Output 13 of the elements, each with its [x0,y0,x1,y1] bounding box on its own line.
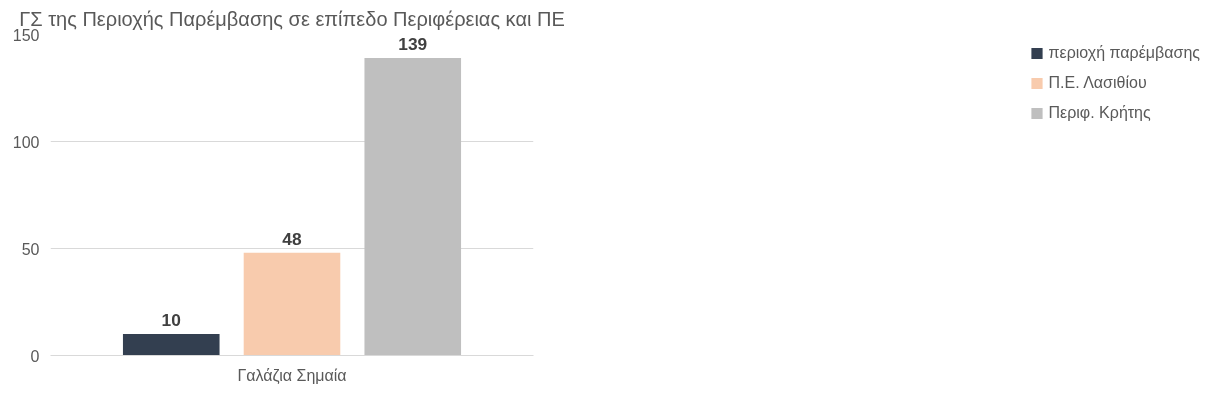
data-label: 139 [398,34,428,55]
y-tick-label: 50 [21,240,40,258]
legend-label: Π.Ε. Λασιθίου [1048,74,1147,92]
legend-label: περιοχή παρέμβασης [1048,44,1200,62]
data-label: 10 [161,310,181,331]
y-tick-label: 100 [12,133,40,151]
legend-label: Περιφ. Κρήτης [1048,104,1151,122]
bar [364,58,462,356]
y-tick-label: 0 [30,347,40,365]
data-label: 48 [282,228,302,249]
x-tick-label: Γαλάζια Σημαία [237,366,347,385]
bar [243,252,341,356]
bar [122,334,220,356]
